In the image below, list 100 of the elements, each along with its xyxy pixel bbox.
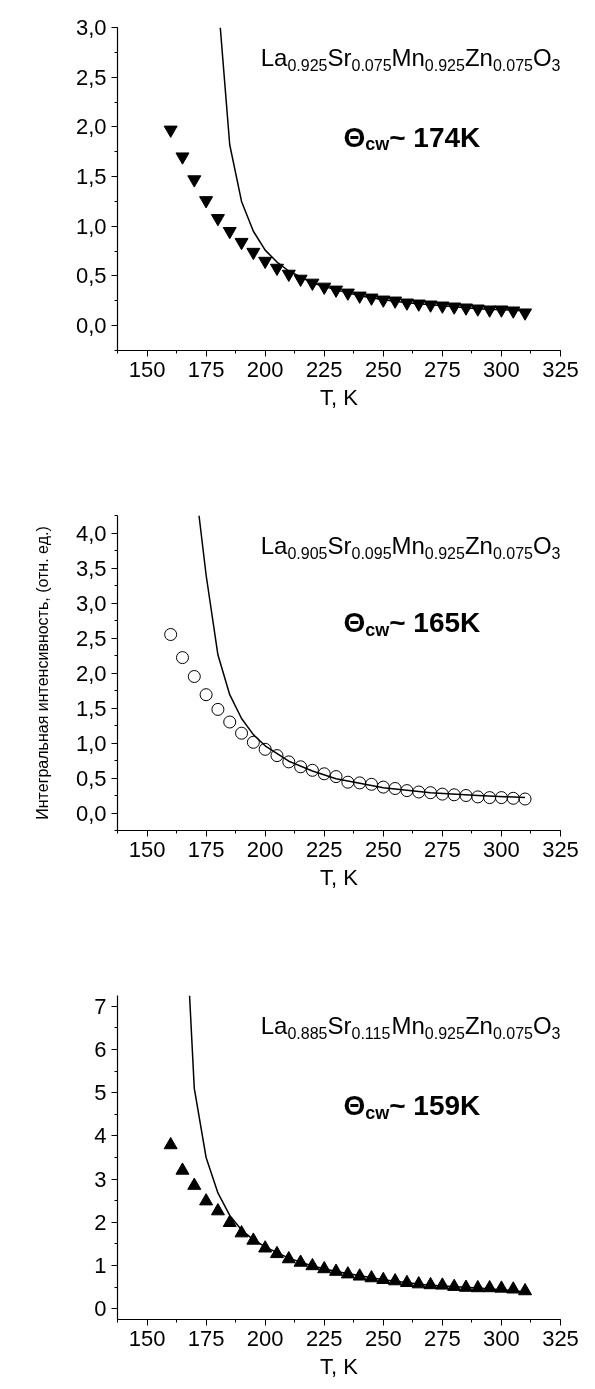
point (258, 256, 273, 270)
y-tick-label: 1,0 (75, 730, 107, 756)
y-tick-label: 0,5 (75, 263, 107, 289)
y-tick-label: 7 (94, 993, 107, 1019)
x-tick-label: 150 (128, 1325, 166, 1351)
x-tick-label: 250 (364, 836, 402, 862)
x-axis-title: T, K (320, 864, 359, 890)
point (270, 749, 284, 763)
x-axis-title: T, K (320, 1353, 359, 1379)
point (187, 1177, 202, 1190)
y-tick-label: 5 (94, 1080, 107, 1106)
point (388, 296, 403, 309)
point (483, 791, 497, 805)
point (352, 291, 367, 304)
y-tick-label: 2,0 (75, 114, 107, 140)
point (411, 299, 426, 312)
point (494, 791, 508, 805)
x-tick-label: 325 (542, 1325, 579, 1351)
y-tick-label: 1,5 (75, 695, 107, 721)
point (293, 1254, 308, 1267)
x-tick-label: 175 (187, 356, 225, 382)
x-tick-label: 150 (128, 356, 166, 382)
point (329, 770, 343, 784)
point (223, 715, 237, 729)
point (458, 303, 473, 316)
point (494, 305, 509, 318)
point (400, 784, 414, 798)
point (412, 785, 426, 799)
y-tick-label: 2,5 (75, 625, 107, 651)
point (175, 651, 189, 665)
point (506, 791, 520, 805)
x-tick-label: 175 (187, 836, 225, 862)
point (235, 726, 249, 740)
point (246, 247, 261, 261)
y-tick-label: 1,5 (75, 164, 107, 190)
x-tick-label: 275 (424, 1325, 461, 1351)
x-tick-label: 225 (305, 836, 343, 862)
point (329, 1263, 344, 1276)
point (164, 628, 178, 641)
point (353, 776, 367, 790)
y-tick-label: 3,0 (75, 590, 107, 616)
y-tick-label: 6 (94, 1037, 107, 1062)
x-tick-label: 200 (246, 1325, 284, 1351)
point (447, 302, 462, 315)
point (340, 288, 355, 301)
y-tick-label: 0,0 (75, 313, 107, 339)
point (199, 1193, 214, 1206)
y-axis-title: Интегральная интенсивность, (отн. ед.) (33, 526, 51, 820)
point (423, 300, 438, 313)
point (199, 688, 213, 702)
point (518, 308, 533, 321)
x-tick-label: 200 (246, 836, 284, 862)
point (187, 670, 201, 683)
point (187, 175, 202, 188)
point (435, 787, 449, 801)
point (435, 301, 450, 314)
point (210, 214, 225, 227)
point (329, 285, 344, 298)
x-tick-label: 300 (483, 356, 520, 382)
y-tick-label: 0,5 (75, 765, 107, 791)
point (364, 777, 378, 791)
point (175, 152, 190, 165)
point (175, 1162, 190, 1175)
y-tick-label: 3,5 (75, 555, 107, 581)
x-tick-label: 325 (542, 836, 579, 862)
point (269, 263, 284, 277)
point (222, 1214, 237, 1227)
point (376, 295, 391, 308)
point (518, 1282, 533, 1296)
y-tick-label: 0 (94, 1296, 107, 1322)
point (281, 269, 296, 282)
y-tick-label: 3,0 (75, 15, 107, 40)
x-tick-label: 325 (542, 356, 579, 382)
point (518, 792, 532, 806)
point (246, 735, 260, 749)
x-axis-title: T, K (320, 384, 359, 410)
point (222, 226, 237, 240)
y-tick-label: 0,0 (75, 800, 107, 826)
point (317, 282, 332, 295)
x-tick-label: 225 (305, 1325, 343, 1351)
point (163, 1136, 178, 1150)
point (317, 767, 331, 781)
point (352, 1268, 367, 1281)
point (211, 702, 225, 716)
x-tick-label: 300 (483, 836, 520, 862)
y-tick-label: 1,0 (75, 213, 107, 239)
x-tick-label: 250 (364, 1325, 402, 1351)
point (340, 1266, 355, 1279)
y-tick-label: 3 (94, 1166, 107, 1192)
point (234, 1225, 249, 1238)
point (424, 786, 438, 800)
point (471, 790, 485, 804)
point (506, 306, 521, 319)
point (282, 755, 296, 769)
point (210, 1203, 225, 1216)
y-tick-label: 1 (94, 1253, 107, 1278)
point (234, 237, 249, 251)
point (459, 789, 473, 802)
x-tick-label: 275 (424, 356, 461, 382)
y-tick-label: 2,0 (75, 660, 107, 686)
